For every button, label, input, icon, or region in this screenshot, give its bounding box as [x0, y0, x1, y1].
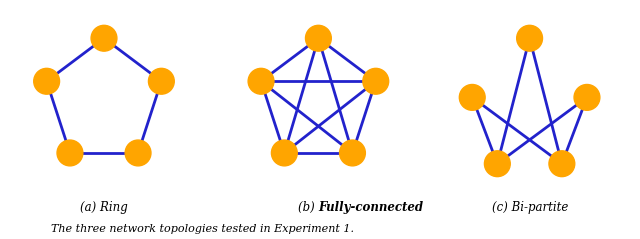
Circle shape [271, 140, 297, 166]
Circle shape [516, 25, 543, 51]
Text: The three network topologies tested in Experiment 1.: The three network topologies tested in E… [51, 224, 354, 234]
Circle shape [148, 68, 174, 94]
Circle shape [125, 140, 151, 166]
Circle shape [484, 151, 510, 177]
Circle shape [574, 84, 600, 110]
Circle shape [91, 25, 117, 51]
Circle shape [363, 68, 388, 94]
Circle shape [340, 140, 365, 166]
Text: (a) Ring: (a) Ring [81, 201, 128, 214]
Text: Fully-connected: Fully-connected [318, 201, 423, 214]
Circle shape [57, 140, 83, 166]
Text: (c) Bi-partite: (c) Bi-partite [492, 201, 568, 214]
Circle shape [305, 25, 332, 51]
Circle shape [248, 68, 274, 94]
Text: (b): (b) [298, 201, 318, 214]
Circle shape [460, 84, 485, 110]
Circle shape [549, 151, 575, 177]
Circle shape [34, 68, 60, 94]
